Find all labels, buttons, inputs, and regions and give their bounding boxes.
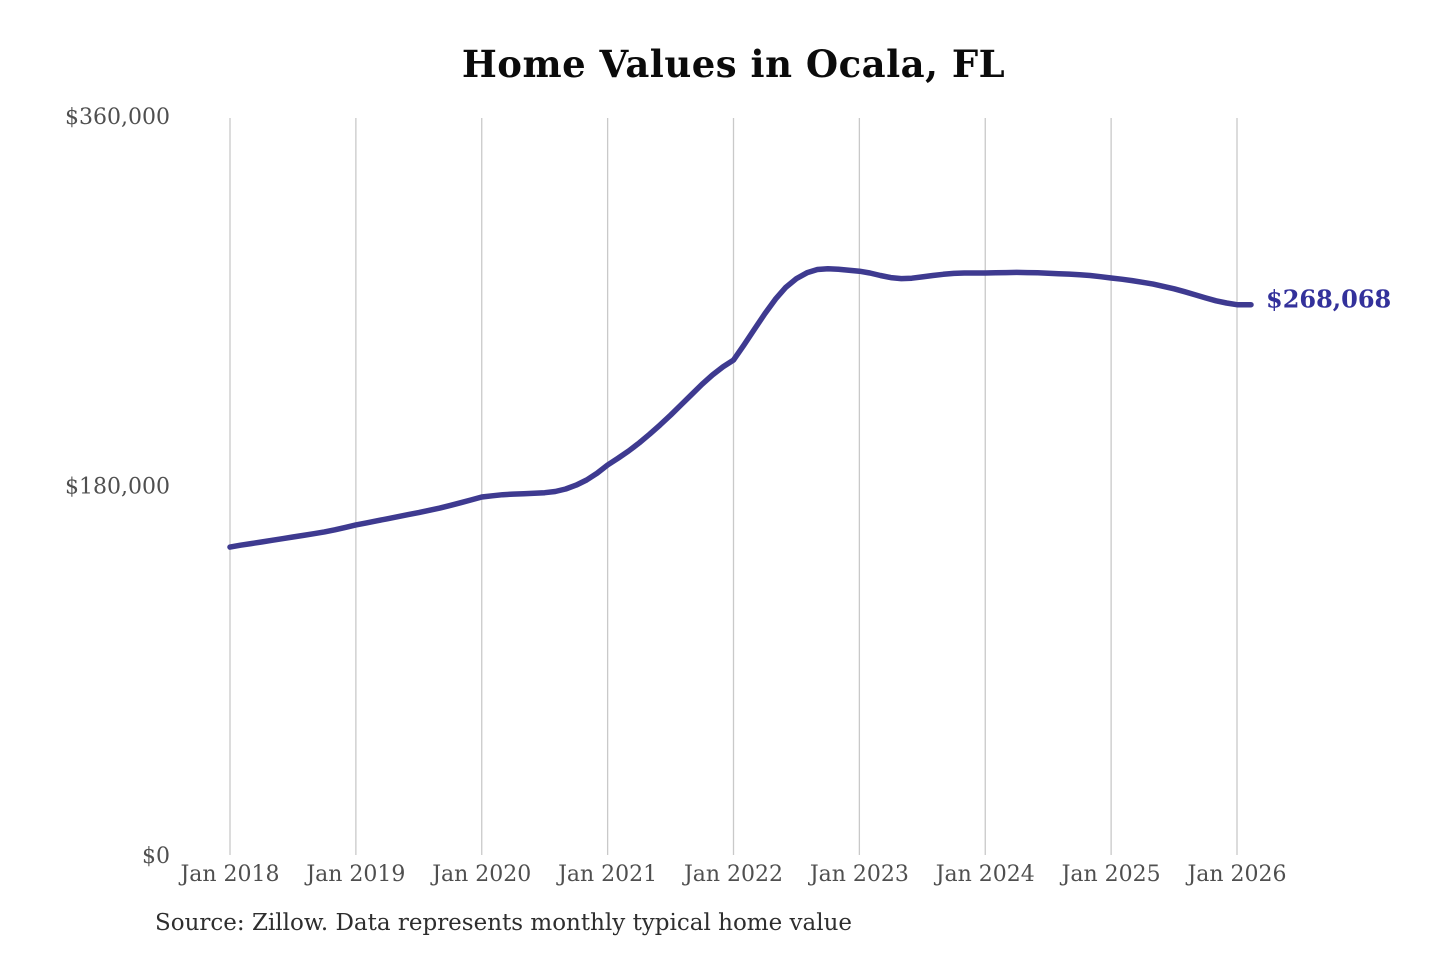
x-axis-tick-labels: Jan 2018 Jan 2019 Jan 2020 Jan 2021 Jan 2022… [178, 862, 1286, 887]
x-tick-jan-2018: Jan 2018 [178, 862, 279, 887]
x-tick-jan-2024: Jan 2024 [934, 862, 1035, 887]
x-tick-jan-2019: Jan 2019 [304, 862, 405, 887]
y-tick-180000: $180,000 [65, 475, 170, 500]
x-tick-jan-2023: Jan 2023 [808, 862, 909, 887]
x-tick-jan-2020: Jan 2020 [430, 862, 531, 887]
x-tick-jan-2025: Jan 2025 [1060, 862, 1161, 887]
home-value-line [227, 265, 1254, 550]
source-note: Source: Zillow. Data represents monthly … [155, 910, 853, 936]
y-tick-0: $0 [142, 844, 170, 869]
x-tick-jan-2022: Jan 2022 [682, 862, 783, 887]
x-tick-jan-2021: Jan 2021 [556, 862, 657, 887]
y-tick-360000: $360,000 [65, 105, 170, 130]
x-tick-jan-2026: Jan 2026 [1185, 862, 1286, 887]
y-axis-tick-labels: $0 $180,000 $360,000 [65, 105, 170, 869]
latest-value-label: $268,068 [1266, 285, 1391, 314]
chart-title: Home Values in Ocala, FL [461, 42, 1006, 86]
gridlines-group [229, 118, 1238, 855]
